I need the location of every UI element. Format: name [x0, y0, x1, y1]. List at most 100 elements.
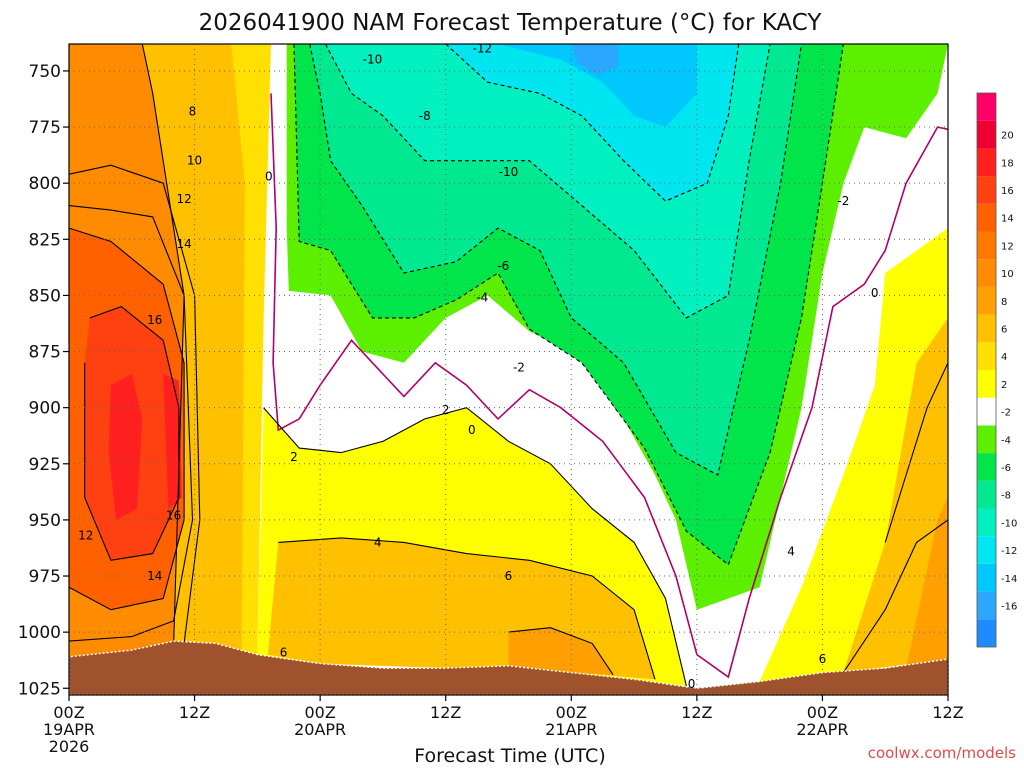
- colorbar-swatch-8: [977, 397, 996, 426]
- contour-label-1: 10: [187, 154, 202, 168]
- colorbar-swatch-1: [977, 591, 996, 620]
- plot-area: 8 10 12 14 16 16 14 12 0 -10 -12 -8 -10 -6 -4 -2 -2 0 2 0 2 4…: [18, 41, 964, 756]
- y-tick-label-950: 950: [29, 511, 61, 531]
- y-tick-label-775: 775: [29, 118, 61, 138]
- contour-label-4: 16: [147, 313, 162, 327]
- colorbar-swatch-11: [977, 314, 996, 343]
- y-tick-label-975: 975: [29, 567, 61, 587]
- y-tick-label-900: 900: [29, 399, 61, 419]
- contour-label-9: -10: [363, 53, 383, 67]
- contour-line-m4-7: [309, 44, 803, 476]
- contour-label-21: 4: [374, 535, 382, 549]
- colorbar-label-16: 16: [1001, 186, 1014, 197]
- colorbar-swatch-4: [977, 508, 996, 537]
- contour-label-14: -4: [476, 291, 488, 305]
- chart-title: 2026041900 NAM Forecast Temperature (°C)…: [199, 10, 823, 36]
- y-tick-label-850: 850: [29, 286, 61, 306]
- contour-label-17: 0: [871, 286, 879, 300]
- colorbar-label-7: -4: [1001, 435, 1011, 446]
- contour-line-4-2: [278, 537, 656, 680]
- region-hot-red-20b: [163, 374, 182, 509]
- y-tick-label-1025: 1025: [18, 679, 61, 699]
- colorbar-swatch-14: [977, 231, 996, 260]
- contour-label-5: 16: [166, 508, 181, 522]
- contour-label-0: 8: [189, 104, 197, 118]
- colorbar-label-17: 18: [1001, 158, 1014, 169]
- y-tick-label-925: 925: [29, 455, 61, 475]
- x-tick-label-12: 12Z: [179, 703, 210, 722]
- colorbar-swatch-6: [977, 453, 996, 481]
- contour-label-2: 12: [176, 192, 191, 206]
- x-tick-label-60: 12Z: [681, 703, 712, 722]
- colorbar-label-1: -16: [1001, 601, 1017, 612]
- colorbar-label-13: 10: [1001, 269, 1014, 280]
- contour-line-m6-8: [324, 44, 771, 319]
- contour-line-10-11: [69, 164, 201, 644]
- colorbar-label-12: 8: [1001, 297, 1007, 308]
- x-date-label-24: 20APR: [294, 720, 346, 739]
- colorbar-swatch-3: [977, 536, 996, 564]
- contour-label-3: 14: [176, 237, 191, 251]
- colorbar-label-6: -6: [1001, 463, 1011, 474]
- colorbar-swatch-5: [977, 480, 996, 509]
- colorbar-swatch-13: [977, 259, 996, 287]
- contour-label-23: 6: [280, 645, 288, 659]
- colorbar-label-3: -12: [1001, 546, 1017, 557]
- contour-line-14-13: [69, 227, 185, 611]
- colorbar-label-4: -10: [1001, 518, 1017, 529]
- y-tick-label-875: 875: [29, 343, 61, 363]
- colorbar-swatch-10: [977, 342, 996, 370]
- region-hot-red-20: [108, 374, 143, 520]
- contour-label-18: 2: [442, 403, 450, 417]
- contour-line-12-12: [69, 205, 194, 642]
- contour-line-m2-6: [293, 44, 844, 566]
- x-tick-label-0: 00Z: [53, 703, 84, 722]
- region-warm-ridge-lightorange: [142, 44, 245, 651]
- colorbar-label-18: 20: [1001, 131, 1014, 142]
- y-tick-label-800: 800: [29, 174, 61, 194]
- region-late-warm-orange: [906, 497, 948, 669]
- colorbar-label-14: 12: [1001, 241, 1014, 252]
- colorbar: -16 -14 -12 -10 -8 -6 -4 -2 2 4 6 8 10 12 14 16 18 20: [976, 92, 1017, 648]
- region-cold-lightblue: [498, 44, 697, 128]
- contour-label-6: 14: [147, 569, 162, 583]
- contour-line-m8-9: [445, 44, 740, 202]
- y-tick-label-750: 750: [29, 62, 61, 82]
- contour-label-25: 4: [787, 544, 795, 558]
- contour-label-15: -2: [513, 360, 525, 374]
- contour-label-8: 0: [265, 169, 273, 183]
- region-midday-orange: [508, 627, 614, 675]
- contour-label-12: -10: [499, 165, 519, 179]
- colorbar-swatch-2: [977, 563, 996, 592]
- colorbar-swatch-19: [977, 93, 996, 121]
- x-tick-label-72: 00Z: [807, 703, 838, 722]
- contour-label-20: 2: [290, 450, 298, 464]
- colorbar-label-9: 2: [1001, 380, 1007, 391]
- colorbar-label-8: -2: [1001, 408, 1011, 419]
- colorbar-swatch-0: [977, 619, 996, 647]
- region-warm-ridge-yellow: [199, 44, 271, 655]
- colorbar-frame: [976, 92, 997, 648]
- contour-line-2-1: [263, 407, 687, 687]
- credit-text[interactable]: coolwx.com/models: [868, 744, 1016, 762]
- colorbar-label-5: -8: [1001, 491, 1011, 502]
- x-date-label-0: 19APR: [43, 720, 95, 739]
- y-tick-label-1000: 1000: [18, 623, 61, 643]
- contour-label-13: -6: [497, 259, 509, 273]
- region-cold-blue: [571, 44, 619, 76]
- colorbar-swatch-15: [977, 203, 996, 232]
- x-date-label-72: 22APR: [796, 720, 848, 739]
- x-tick-label-48: 00Z: [556, 703, 587, 722]
- y-tick-label-825: 825: [29, 230, 61, 250]
- colorbar-swatch-9: [977, 370, 996, 398]
- temperature-field: [69, 44, 948, 695]
- contour-line-4-4: [884, 362, 948, 543]
- contour-line-16-14: [84, 305, 180, 561]
- contour-label-10: -12: [473, 41, 493, 55]
- x-date-label-48: 21APR: [545, 720, 597, 739]
- colorbar-label-15: 14: [1001, 214, 1014, 225]
- x-year-label-0: 2026: [49, 737, 90, 756]
- x-axis-label: Forecast Time (UTC): [414, 745, 605, 767]
- contour-label-26: 6: [819, 652, 827, 666]
